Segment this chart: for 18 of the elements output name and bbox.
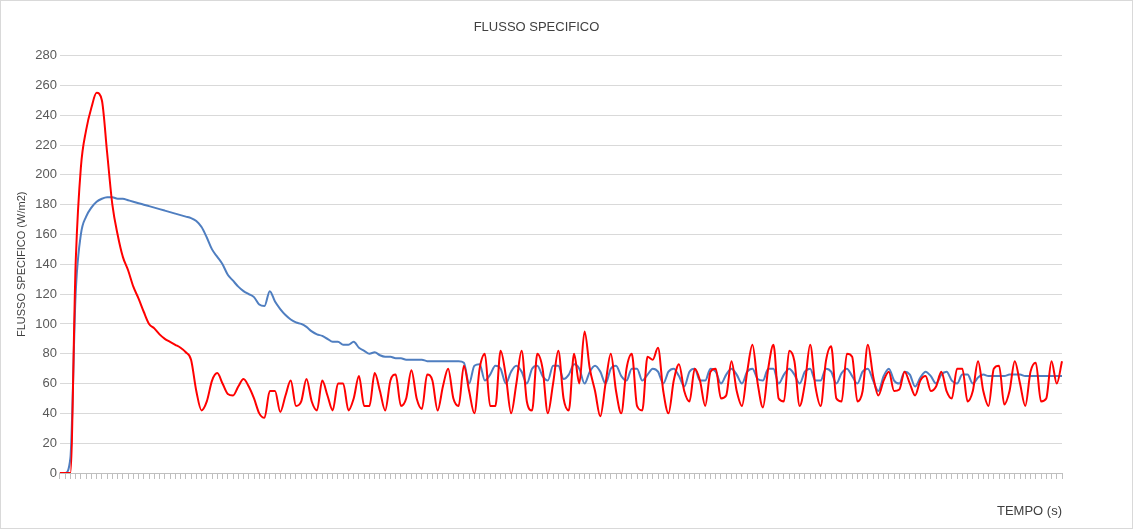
y-tick-label: 200 <box>35 166 57 182</box>
y-tick-label: 80 <box>42 345 57 361</box>
y-tick-label: 60 <box>42 375 57 391</box>
chart-title: FLUSSO SPECIFICO <box>473 19 600 35</box>
y-tick-label: 240 <box>35 106 57 122</box>
y-tick-label: 100 <box>35 315 57 331</box>
y-tick-label: 40 <box>42 404 57 420</box>
y-tick-label: 0 <box>49 464 57 480</box>
y-tick-label: 260 <box>35 76 57 92</box>
y-tick-label: 220 <box>35 136 57 152</box>
y-tick-label: 280 <box>35 47 57 63</box>
y-tick-label: 120 <box>35 285 57 301</box>
y-tick-label: 180 <box>35 196 57 212</box>
y-tick-label: 20 <box>42 434 57 450</box>
y-tick-label: 140 <box>35 255 57 271</box>
x-axis-title: TEMPO (s) <box>997 502 1062 518</box>
y-axis-title: FLUSSO SPECIFICO (W/m2) <box>14 191 27 338</box>
y-tick-label: 160 <box>35 226 57 242</box>
